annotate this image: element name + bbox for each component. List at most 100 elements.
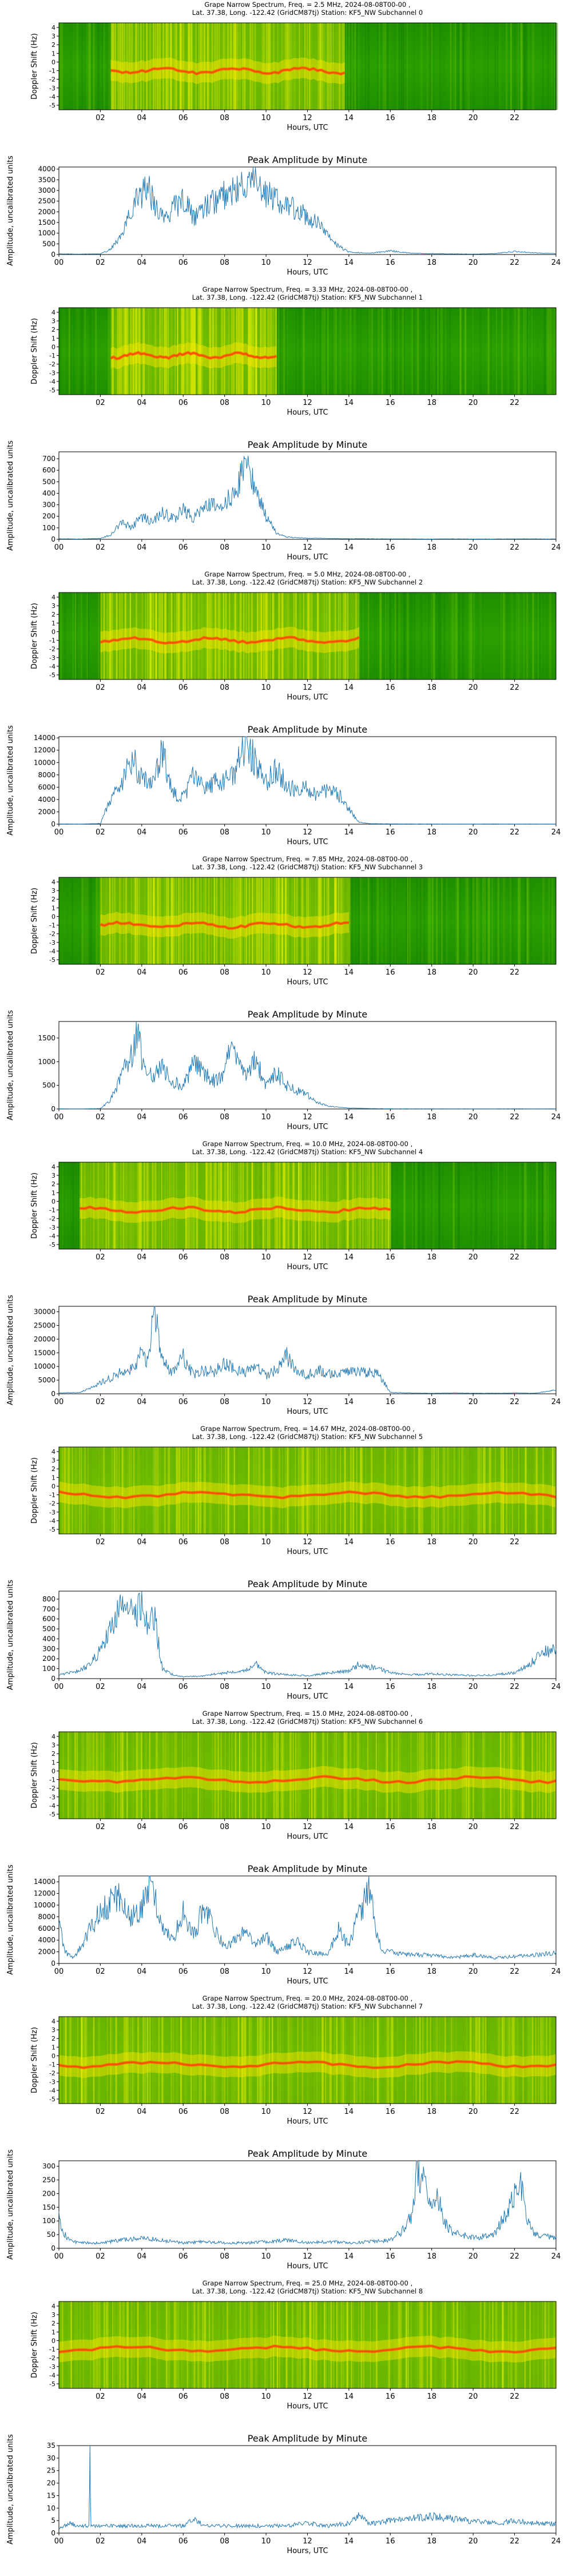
amplitude-ytick-label: 1000 bbox=[38, 229, 55, 237]
amplitude-ytick-label: 14000 bbox=[34, 734, 55, 742]
spectrogram-ytick-label: -3 bbox=[49, 1224, 55, 1231]
amplitude-ytick-label: 14000 bbox=[34, 1878, 55, 1886]
spectrogram-xtick-label: 20 bbox=[468, 2392, 478, 2401]
amplitude-ytick-label: 150 bbox=[42, 2203, 55, 2211]
spectrogram-streak bbox=[523, 593, 525, 679]
spectrogram-streak bbox=[412, 593, 413, 679]
spectrogram-streak bbox=[72, 877, 73, 964]
spectrogram-streak bbox=[387, 23, 389, 110]
spectrogram-ytick-label: 2 bbox=[51, 2035, 55, 2042]
spectrogram-xtick-label: 20 bbox=[468, 683, 478, 692]
spectrogram-streak bbox=[462, 593, 464, 679]
spectrogram-streak bbox=[414, 593, 416, 679]
spectrogram-ytick-label: 2 bbox=[51, 611, 55, 618]
spectrogram-xtick-label: 04 bbox=[137, 2108, 147, 2116]
spectrogram-streak bbox=[283, 308, 285, 395]
spectrogram-ytick-label: 2 bbox=[51, 326, 55, 333]
spectrogram-streak bbox=[481, 23, 482, 110]
spectrogram-streak bbox=[546, 593, 547, 679]
spectrogram-streak bbox=[443, 23, 445, 110]
spectrogram-streak bbox=[340, 308, 341, 395]
spectrogram-streak bbox=[492, 877, 493, 964]
spectrogram-ytick-label: -3 bbox=[49, 2363, 55, 2371]
spectrogram-ytick-label: 0 bbox=[51, 1482, 55, 1490]
spectrogram-xtick-label: 22 bbox=[510, 1823, 519, 1831]
spectrogram-streak bbox=[531, 23, 533, 110]
spectrogram-xtick-label: 20 bbox=[468, 114, 478, 122]
amplitude-ytick-label: 6000 bbox=[38, 783, 55, 791]
amplitude-xtick-label: 22 bbox=[510, 1113, 519, 1122]
amplitude-ytick-label: 25 bbox=[47, 2467, 55, 2475]
spectrogram-ytick-label: -2 bbox=[49, 1785, 55, 1792]
spectrogram-streak bbox=[503, 877, 505, 964]
spectrogram-xtick-label: 08 bbox=[220, 683, 229, 692]
amplitude-xtick-label: 16 bbox=[386, 259, 395, 267]
amplitude-xtick-label: 16 bbox=[386, 1683, 395, 1691]
spectrogram-xtick-label: 10 bbox=[261, 1538, 271, 1547]
amplitude-xtick-label: 02 bbox=[96, 2252, 105, 2261]
spectrogram-streak bbox=[431, 308, 432, 395]
spectrogram-ytick-label: 4 bbox=[51, 1448, 55, 1456]
amplitude-ytick-label: 0 bbox=[51, 251, 55, 259]
spectrogram-title-line2: Lat. 37.38, Long. -122.42 (GridCM87tj) S… bbox=[192, 1433, 423, 1441]
spectrogram-streak bbox=[88, 23, 89, 110]
spectrogram-title-line2: Lat. 37.38, Long. -122.42 (GridCM87tj) S… bbox=[192, 863, 423, 871]
spectrogram-streak bbox=[468, 23, 470, 110]
spectrogram-streak bbox=[453, 1162, 454, 1249]
spectrogram-streak bbox=[425, 308, 426, 395]
spectrogram-streak bbox=[510, 593, 511, 679]
spectrogram-xtick-label: 08 bbox=[220, 1823, 229, 1831]
amplitude-xtick-label: 08 bbox=[220, 2537, 229, 2546]
spectrogram-xtick-label: 18 bbox=[427, 683, 436, 692]
spectrogram-streak bbox=[98, 593, 100, 679]
spectrogram-streak bbox=[422, 877, 423, 964]
spectrogram-streak bbox=[546, 308, 549, 395]
spectrogram-streak bbox=[536, 1162, 537, 1249]
spectrogram-ytick-label: -1 bbox=[49, 922, 55, 929]
spectrogram-streak bbox=[70, 23, 71, 110]
subchannel-4: Grape Narrow Spectrum, Freq. = 10.0 MHz,… bbox=[6, 1140, 561, 1416]
spectrogram-streak bbox=[538, 1162, 540, 1249]
spectrogram-streak bbox=[376, 877, 378, 964]
spectrogram-title-line1: Grape Narrow Spectrum, Freq. = 20.0 MHz,… bbox=[202, 1994, 413, 2002]
spectrogram-streak bbox=[514, 23, 515, 110]
spectrogram-streak bbox=[508, 308, 509, 395]
spectrogram-streak bbox=[348, 23, 349, 110]
spectrogram-streak bbox=[412, 1162, 414, 1249]
spectrogram-streak bbox=[396, 1162, 397, 1249]
spectrogram-ytick-label: -1 bbox=[49, 1207, 55, 1214]
spectrogram-streak bbox=[499, 1162, 500, 1249]
amplitude-ylabel: Amplitude, uncalibrated units bbox=[6, 1865, 15, 1975]
spectrogram-xtick-label: 06 bbox=[178, 1538, 188, 1547]
spectrogram-ytick-label: -5 bbox=[49, 1526, 55, 1533]
amplitude-xtick-label: 04 bbox=[137, 2537, 147, 2546]
amplitude-xtick-label: 24 bbox=[551, 1398, 561, 1406]
amplitude-xtick-label: 12 bbox=[303, 1683, 312, 1691]
spectrogram-streak bbox=[359, 308, 360, 395]
spectrogram-streak bbox=[426, 1162, 427, 1249]
spectrogram-xlabel: Hours, UTC bbox=[287, 2117, 328, 2126]
spectrogram-xtick-label: 08 bbox=[220, 968, 229, 977]
spectrogram-ytick-label: 3 bbox=[51, 2026, 55, 2034]
spectrogram-xtick-label: 16 bbox=[386, 1538, 395, 1547]
amplitude-xtick-label: 18 bbox=[427, 1113, 436, 1122]
spectrogram-streak bbox=[414, 1162, 415, 1249]
subchannel-8: Grape Narrow Spectrum, Freq. = 25.0 MHz,… bbox=[6, 2279, 561, 2555]
subchannel-1: Grape Narrow Spectrum, Freq. = 3.33 MHz,… bbox=[6, 285, 561, 562]
spectrogram-streak bbox=[506, 1162, 508, 1249]
spectrogram-streak bbox=[509, 593, 510, 679]
spectrogram-xtick-label: 10 bbox=[261, 683, 271, 692]
amplitude-ytick-label: 200 bbox=[42, 2189, 55, 2197]
amplitude-ytick-label: 0 bbox=[51, 1390, 55, 1398]
spectrogram-streak bbox=[86, 23, 88, 110]
amplitude-ytick-label: 10000 bbox=[34, 758, 55, 766]
amplitude-ytick-label: 2500 bbox=[38, 197, 55, 205]
spectrogram-ytick-label: 1 bbox=[51, 2328, 55, 2336]
spectrogram-xtick-label: 18 bbox=[427, 2392, 436, 2401]
spectrogram-streak bbox=[444, 308, 446, 395]
spectrogram-streak bbox=[464, 308, 466, 395]
spectrogram-streak bbox=[513, 877, 514, 964]
spectrogram-streak bbox=[88, 593, 89, 679]
spectrogram-ytick-label: 3 bbox=[51, 33, 55, 40]
spectrogram-streak bbox=[459, 593, 460, 679]
